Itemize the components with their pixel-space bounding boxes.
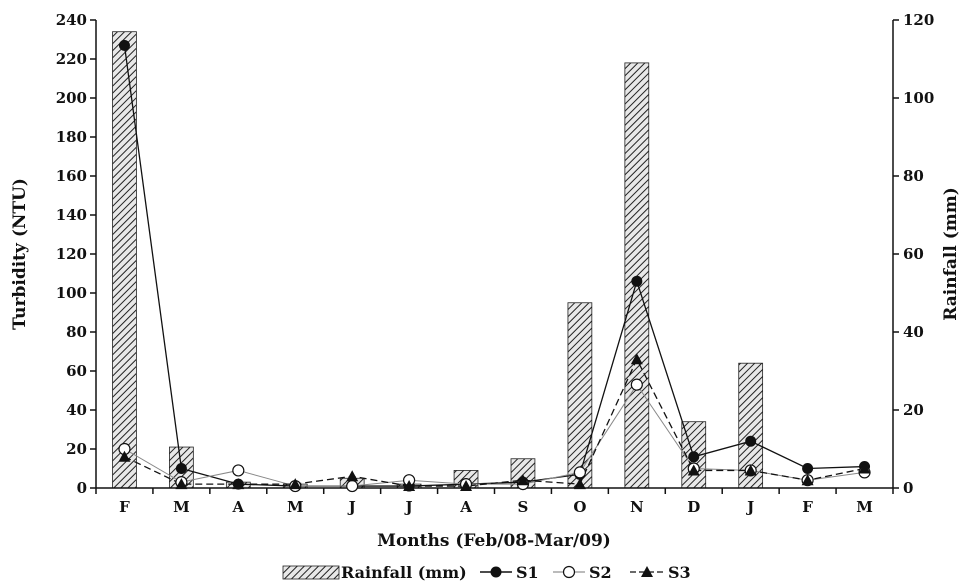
- point-s3: [744, 464, 757, 476]
- point-s1: [802, 463, 814, 474]
- rainfall-bars: [112, 31, 764, 489]
- point-s3: [403, 480, 416, 492]
- point-s3: [573, 478, 586, 490]
- point-s3: [801, 474, 814, 486]
- legend: Rainfall (mm) S1 S2 S3: [282, 563, 691, 582]
- left-tick-label: 160: [56, 167, 87, 185]
- left-tick-label: 80: [66, 323, 87, 341]
- legend-marker-s3: [641, 566, 653, 577]
- point-s3: [630, 353, 643, 365]
- legend-label-rainfall: Rainfall (mm): [341, 563, 467, 582]
- point-s1: [745, 435, 757, 447]
- point-s3: [289, 478, 302, 490]
- x-tick-label: D: [687, 498, 700, 516]
- x-tick-label: J: [404, 498, 413, 516]
- legend-marker-s2: [562, 565, 576, 579]
- point-s2: [232, 464, 245, 477]
- x-tick-label: S: [518, 498, 529, 516]
- x-tick-label: O: [573, 498, 586, 516]
- left-tick-label: 140: [56, 206, 87, 224]
- right-axis-ticks: 0 20 40 60 80 100 120: [893, 11, 934, 497]
- x-tick-label: M: [173, 498, 190, 516]
- point-s1: [688, 451, 700, 463]
- left-tick-label: 0: [77, 479, 87, 497]
- legend-swatch-rainfall: [282, 565, 340, 580]
- point-s3: [118, 450, 131, 462]
- point-s3: [346, 470, 359, 482]
- left-tick-label: 60: [66, 362, 87, 380]
- legend-label-s3: S3: [668, 563, 691, 582]
- x-tick-label: A: [232, 498, 245, 516]
- rainfall-bar: [624, 62, 650, 489]
- x-axis-title: Months (Feb/08-Mar/09): [377, 531, 611, 551]
- left-tick-label: 40: [66, 401, 87, 419]
- x-tick-label: M: [856, 498, 873, 516]
- x-tick-label: J: [745, 498, 754, 516]
- series-line-s3: [124, 357, 865, 487]
- left-tick-label: 220: [56, 50, 87, 68]
- x-tick-label: F: [119, 498, 130, 516]
- point-s2: [573, 466, 586, 479]
- legend-label-s1: S1: [516, 563, 539, 582]
- right-tick-label: 40: [903, 323, 924, 341]
- left-tick-label: 120: [56, 245, 87, 263]
- left-tick-label: 100: [56, 284, 87, 302]
- y-axis-title-left: Turbidity (NTU): [10, 178, 30, 330]
- point-s1: [118, 39, 130, 51]
- x-tick-label: J: [347, 498, 356, 516]
- point-s3: [858, 462, 871, 474]
- left-tick-label: 200: [56, 89, 87, 107]
- legend-marker-s1: [490, 566, 502, 578]
- x-tick-label: M: [287, 498, 304, 516]
- y-axis-title-right: Rainfall (mm): [941, 187, 961, 321]
- point-s1: [175, 463, 187, 474]
- point-s3: [175, 478, 188, 490]
- point-s1: [631, 275, 643, 287]
- right-tick-label: 20: [903, 401, 924, 419]
- left-tick-label: 240: [56, 11, 87, 29]
- right-tick-label: 0: [903, 479, 913, 497]
- x-tick-label: N: [630, 498, 644, 516]
- point-s3: [232, 478, 245, 490]
- x-tick-label: F: [802, 498, 813, 516]
- right-tick-label: 120: [903, 11, 934, 29]
- turbidity-series: [118, 39, 871, 493]
- point-s2: [346, 479, 359, 493]
- x-tick-label: A: [459, 498, 472, 516]
- point-s3: [687, 464, 700, 476]
- point-s2: [630, 378, 643, 391]
- point-s3: [460, 480, 473, 492]
- point-s3: [516, 474, 529, 486]
- right-tick-label: 80: [903, 167, 924, 185]
- legend-label-s2: S2: [589, 563, 612, 582]
- right-tick-label: 100: [903, 89, 934, 107]
- left-axis-ticks: 0 20 40 60 80 100 120 140 160 180 200 220 240: [56, 11, 96, 497]
- right-tick-label: 60: [903, 245, 924, 263]
- left-tick-label: 180: [56, 128, 87, 146]
- rainfall-bar: [112, 31, 137, 489]
- left-tick-label: 20: [66, 440, 87, 458]
